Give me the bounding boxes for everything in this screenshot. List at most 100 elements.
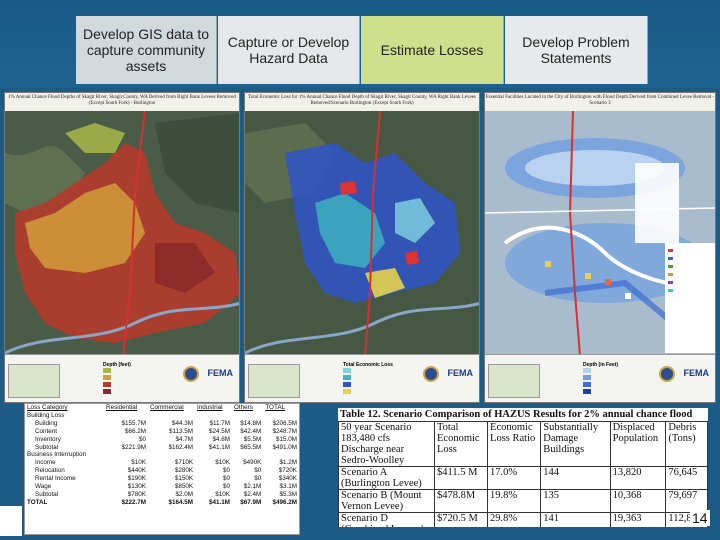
row-label: Building — [35, 419, 58, 427]
column-header: Commercial — [150, 404, 184, 411]
table-cell: $164.5M — [168, 498, 194, 506]
table-cell: $42.4M — [240, 427, 262, 435]
table-cell: $0 — [223, 475, 231, 483]
row-label: Wage — [35, 483, 52, 491]
table-cell: $190K — [127, 475, 146, 483]
legend-swatch — [103, 382, 111, 387]
table-row: TOTAL $222.7M $164.5M $41.1M $67.9M $496.2M — [25, 499, 299, 507]
map-title: 1% Annual Chance Flood Depths of Skagit … — [5, 93, 239, 111]
flood-depth-map-graphic — [5, 110, 239, 357]
row-label: Rental Income — [35, 475, 76, 483]
seal-icon — [423, 366, 439, 382]
table-cell: $221.9M — [121, 443, 146, 451]
table-cell: $66.2M — [124, 427, 146, 435]
table-cell: $0 — [254, 475, 262, 483]
column-header: Economic Loss Ratio — [487, 421, 542, 467]
map-footer: Depth (in Feet) FEMA — [485, 354, 715, 402]
column-header: Debris (Tons) — [665, 421, 708, 467]
table-cell: $155.7M — [121, 419, 146, 427]
essential-facilities-map: Essential Facilities Located in the City… — [484, 92, 716, 403]
table-cell: Scenario D (Combined Levees) — [338, 512, 435, 527]
table-cell: $15.0M — [275, 435, 297, 443]
table-cell: $5.5M — [243, 435, 262, 443]
column-header: Displaced Population — [609, 421, 667, 467]
table-cell: $162.4M — [168, 443, 194, 451]
legend-swatch — [343, 382, 351, 387]
table-cell: 79,697 — [665, 489, 708, 513]
table-row: Content $66.2M $113.5M $24.5M $42.4M $248.7M — [25, 428, 299, 436]
legend-title: Total Economic Loss — [343, 362, 393, 368]
table-cell: $41.1M — [209, 498, 231, 506]
table-cell: 13,820 — [609, 466, 667, 490]
row-label: Subtotal — [35, 443, 59, 451]
table-cell — [104, 451, 148, 459]
table-cell: $720K — [278, 467, 297, 475]
step-gis-data: Develop GIS data to capture community as… — [76, 16, 217, 84]
table-cell: Scenario B (Mount Vernon Levee) — [338, 489, 435, 513]
footer-strip — [0, 506, 22, 536]
table-row: Subtotal $221.9M $162.4M $41.1M $65.5M $491.0… — [25, 444, 299, 452]
table-row: Building $155.7M $44.3M $11.7M $14.8M $206.5M — [25, 420, 299, 428]
table-cell — [148, 451, 195, 459]
table-cell: $710K — [174, 459, 194, 467]
step-label: Develop GIS data to capture community as… — [82, 26, 210, 74]
seal-icon — [659, 366, 675, 382]
essential-facilities-map-graphic — [485, 110, 715, 357]
legend-swatch — [583, 375, 591, 380]
table-row: Rental Income $190K $150K $0 $0 $340K — [25, 475, 299, 483]
table-cell: 19,363 — [609, 512, 667, 527]
row-label: Subtotal — [35, 490, 59, 498]
row-label: Inventory — [35, 435, 61, 443]
table-cell — [104, 412, 148, 420]
table-cell: 29.8% — [487, 512, 542, 527]
legend-swatch — [583, 382, 591, 387]
table-cell: $248.7M — [272, 427, 297, 435]
table-cell: $490K — [243, 459, 262, 467]
table-cell: $478.8M — [433, 489, 489, 513]
table-row: Relocation $440K $280K $0 $0 $720K — [25, 467, 299, 475]
column-header: TOTAL — [265, 404, 286, 411]
row-label: Business Interruption — [27, 451, 87, 459]
table-row: Inventory $0 $4.7M $4.8M $5.5M $15.0M — [25, 436, 299, 444]
map-footer: Depth (feet) FEMA — [5, 354, 239, 402]
table-cell: 10,368 — [609, 489, 667, 513]
table-row: Income $10K $710K $10K $490K $1.2M — [25, 459, 299, 467]
table-cell: $0 — [138, 435, 146, 443]
locator-inset — [8, 364, 60, 398]
table-cell: $0 — [223, 467, 231, 475]
legend-swatch — [103, 375, 111, 380]
table-cell: $10K — [131, 459, 146, 467]
legend-swatch — [343, 389, 351, 394]
table-cell: $14.8M — [240, 419, 262, 427]
step-problem-statements: Develop Problem Statements — [505, 16, 648, 84]
column-header: Loss Category — [27, 404, 68, 411]
table-header-row: 50 year Scenario 183,480 cfs Discharge n… — [338, 421, 708, 467]
row-label: Building Loss — [27, 411, 65, 419]
legend-title: Depth (feet) — [103, 362, 131, 368]
table-cell: $1.2M — [279, 459, 297, 467]
table-cell: $496.2M — [272, 498, 297, 506]
table-cell: $440K — [127, 467, 146, 475]
map-title: Essential Facilities Located in the City… — [485, 93, 715, 111]
table-cell: $720.5 M — [433, 512, 489, 527]
table-cell: $780K — [127, 490, 146, 498]
table-row: Business Interruption — [25, 451, 299, 459]
legend-swatch — [103, 389, 111, 394]
table-cell: $10K — [215, 490, 231, 498]
legend-swatch — [583, 389, 591, 394]
table-cell: $130K — [127, 483, 146, 491]
table-row: Scenario D (Combined Levees)$720.5 M29.8… — [338, 512, 708, 527]
column-header: 50 year Scenario 183,480 cfs Discharge n… — [338, 421, 435, 467]
table-cell: $113.5M — [168, 427, 194, 435]
table-cell: $0 — [223, 483, 231, 491]
step-estimate-losses: Estimate Losses — [361, 16, 504, 84]
map-legend: Total Economic Loss — [343, 362, 403, 396]
table-cell — [148, 412, 195, 420]
seal-icon — [183, 366, 199, 382]
table-cell: $206.5M — [272, 419, 297, 427]
map-legend: Depth (feet) — [103, 362, 163, 396]
table-cell: 144 — [540, 466, 611, 490]
table-cell: $2.1M — [243, 483, 262, 491]
step-label: Develop Problem Statements — [522, 34, 630, 66]
map-title: Total Economic Loss for 1% Annual Chance… — [245, 93, 479, 111]
